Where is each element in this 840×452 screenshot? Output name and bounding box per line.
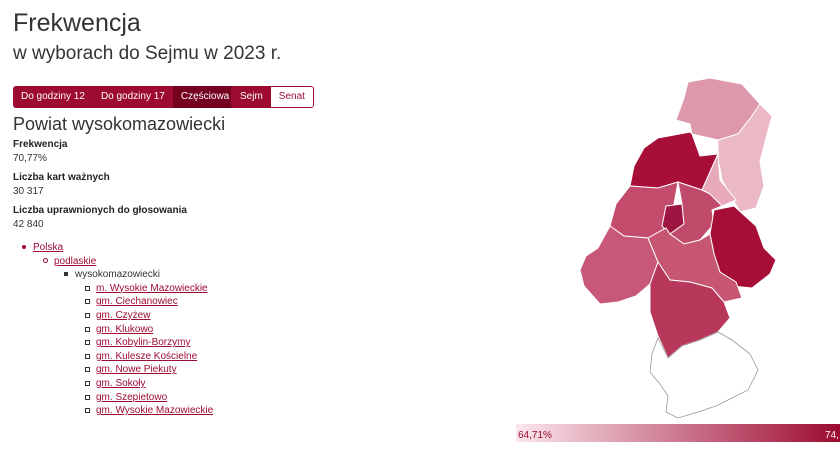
- municipality-link[interactable]: gm. Sokoły: [96, 377, 146, 389]
- tree-item-voivodeship: podlaskie wysokomazowiecki m. Wysokie Ma…: [43, 255, 213, 418]
- county-label: wysokomazowiecki: [75, 269, 161, 281]
- voivodeship-link[interactable]: podlaskie: [54, 255, 97, 267]
- valid-ballots-label: Liczba kart ważnych: [13, 172, 110, 183]
- chamber-button-senat[interactable]: Senat: [270, 87, 313, 107]
- municipality-link[interactable]: gm. Ciechanowiec: [96, 296, 178, 308]
- chamber-button-sejm[interactable]: Sejm: [232, 87, 271, 107]
- turnout-legend: [516, 424, 840, 442]
- eligible-voters-value: 42 840: [13, 219, 44, 230]
- list-item: gm. Nowe Piekuty: [85, 363, 213, 377]
- municipality-link[interactable]: gm. Klukowo: [96, 323, 154, 335]
- time-button-17[interactable]: Do godziny 17: [92, 86, 173, 108]
- valid-ballots-value: 30 317: [13, 186, 44, 197]
- list-item: gm. Kobylin-Borzymy: [85, 336, 213, 350]
- map-region-outline: [649, 331, 759, 419]
- page-subtitle: w wyborach do Sejmu w 2023 r.: [13, 43, 282, 64]
- map-region-north-west[interactable]: [629, 131, 719, 191]
- municipality-link[interactable]: gm. Czyżew: [96, 309, 151, 321]
- municipality-link[interactable]: gm. Kulesze Kościelne: [96, 350, 198, 362]
- municipality-link[interactable]: gm. Kobylin-Borzymy: [96, 337, 191, 349]
- municipality-link[interactable]: m. Wysokie Mazowieckie: [96, 282, 208, 294]
- tree-item-county: wysokomazowiecki m. Wysokie Mazowieckie …: [64, 268, 213, 418]
- map-region-east-central[interactable]: [669, 181, 723, 245]
- municipality-link[interactable]: gm. Nowe Piekuty: [96, 364, 177, 376]
- time-button-12[interactable]: Do godziny 12: [13, 86, 93, 108]
- map-region-west[interactable]: [579, 225, 659, 305]
- list-item: gm. Klukowo: [85, 323, 213, 337]
- list-item: gm. Kulesze Kościelne: [85, 350, 213, 364]
- municipality-link[interactable]: gm. Szepietowo: [96, 391, 168, 403]
- list-item: gm. Sokoły: [85, 377, 213, 391]
- legend-max-label: 74,: [825, 430, 839, 441]
- country-link[interactable]: Polska: [33, 242, 64, 253]
- chamber-filter-group: Sejm Senat: [231, 86, 314, 108]
- list-item: gm. Szepietowo: [85, 391, 213, 405]
- region-tree: Polska podlaskie wysokomazowiecki m. Wys…: [22, 241, 213, 418]
- list-item: gm. Ciechanowiec: [85, 295, 213, 309]
- turnout-value: 70,77%: [13, 153, 47, 164]
- tree-item-country: Polska podlaskie wysokomazowiecki m. Wys…: [22, 241, 213, 418]
- list-item: gm. Czyżew: [85, 309, 213, 323]
- time-button-partial[interactable]: Częściowa: [172, 86, 238, 108]
- list-item: m. Wysokie Mazowieckie: [85, 282, 213, 296]
- eligible-voters-label: Liczba uprawnionych do głosowania: [13, 205, 187, 216]
- page-title: Frekwencja: [13, 9, 141, 37]
- municipality-link[interactable]: gm. Wysokie Mazowieckie: [96, 405, 214, 417]
- turnout-label: Frekwencja: [13, 139, 68, 150]
- legend-min-label: 64,71%: [518, 430, 552, 441]
- time-filter-group: Do godziny 12 Do godziny 17 Częściowa: [13, 86, 238, 108]
- region-name: Powiat wysokomazowiecki: [13, 114, 226, 134]
- turnout-map: [579, 77, 777, 419]
- list-item: gm. Wysokie Mazowieckie: [85, 404, 213, 418]
